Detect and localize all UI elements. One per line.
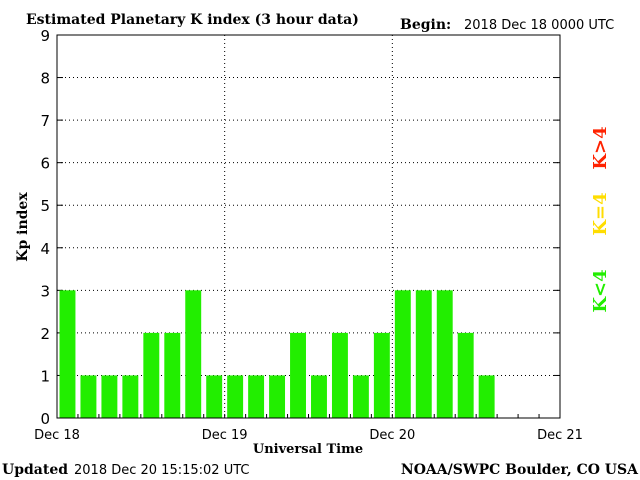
kp-bar: [101, 375, 118, 418]
kp-bar: [415, 290, 432, 418]
y-tick-label: 3: [40, 282, 50, 300]
y-tick-label: 7: [40, 112, 50, 130]
kp-bar: [436, 290, 453, 418]
kp-bar: [290, 332, 306, 418]
kp-bar: [331, 332, 348, 418]
begin-value: 2018 Dec 18 0000 UTC: [464, 18, 614, 33]
kp-bar: [248, 375, 265, 418]
kp-bar: [311, 375, 327, 418]
kp-bar: [227, 375, 244, 418]
updated-value: 2018 Dec 20 15:15:02 UTC: [74, 463, 249, 478]
y-tick-label: 5: [40, 197, 50, 215]
kp-bar: [80, 375, 97, 418]
plot-frame: [56, 34, 561, 419]
kp-bar: [59, 290, 76, 418]
chart-title: Estimated Planetary K index (3 hour data…: [26, 12, 359, 28]
y-tick-label: 1: [40, 367, 50, 385]
kp-bar: [206, 375, 223, 418]
y-tick-label: 2: [40, 325, 50, 343]
y-tick-label: 0: [40, 410, 50, 428]
kp-bar: [394, 290, 411, 418]
kp-bar: [352, 375, 369, 418]
legend-k-equal-4: K=4: [590, 192, 611, 235]
kp-bar: [143, 332, 160, 418]
kp-bar: [269, 375, 286, 418]
kp-bar: [478, 375, 495, 418]
legend-k-less-4: K<4: [590, 269, 611, 312]
updated-label: Updated: [2, 462, 68, 478]
x-tick-label: Dec 19: [202, 428, 248, 443]
y-tick-label: 8: [40, 70, 50, 88]
x-tick-label: Dec 21: [537, 428, 583, 443]
y-tick-label: 4: [40, 240, 50, 258]
plot-area: 0 1 2 3 4 5 6 7 8 9 Dec 18 Dec 19 Dec 20 Dec 21: [34, 27, 583, 443]
y-tick-label: 6: [40, 155, 50, 173]
x-tick-label: Dec 18: [34, 428, 80, 443]
x-tick-label: Dec 20: [369, 428, 415, 443]
legend-k-greater-4: K>4: [590, 126, 611, 169]
source-credit: NOAA/SWPC Boulder, CO USA: [401, 462, 639, 478]
y-axis-label: Kp index: [15, 192, 31, 262]
kp-bar: [185, 290, 202, 418]
kp-bar: [373, 332, 390, 418]
kp-bar: [164, 332, 181, 418]
kp-bar: [457, 332, 474, 418]
y-tick-label: 9: [40, 27, 50, 45]
x-axis-label: Universal Time: [253, 442, 363, 457]
kp-bar: [122, 375, 139, 418]
begin-label: Begin:: [400, 17, 451, 33]
